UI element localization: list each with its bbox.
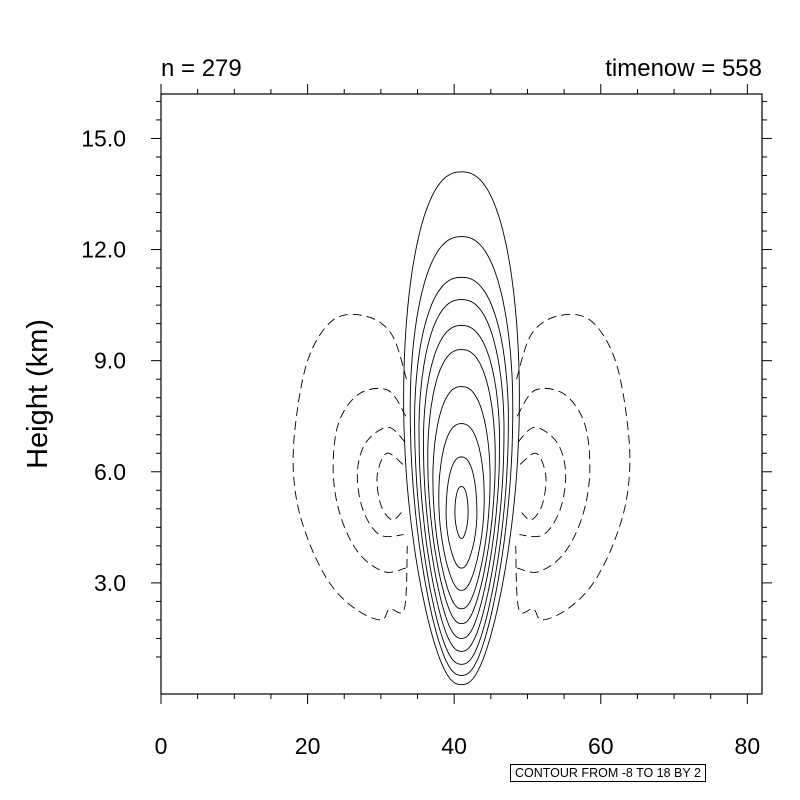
positive-contour-line bbox=[427, 349, 496, 625]
y-tick-label: 3.0 bbox=[94, 570, 126, 596]
plot-frame bbox=[160, 93, 763, 695]
positive-contour-line bbox=[438, 423, 485, 591]
positive-contour-line bbox=[454, 486, 469, 539]
negative-contour-line bbox=[515, 313, 631, 621]
x-tick-label: 80 bbox=[735, 733, 761, 759]
contour-lines bbox=[292, 171, 631, 686]
x-tick-label: 20 bbox=[295, 733, 321, 759]
y-tick-label: 9.0 bbox=[94, 348, 126, 374]
contour-info-box: CONTOUR FROM -8 TO 18 BY 2 bbox=[510, 764, 706, 782]
negative-contour-line bbox=[376, 452, 404, 521]
y-tick-label: 12.0 bbox=[81, 237, 126, 263]
positive-contour-line bbox=[418, 299, 505, 652]
positive-contour-line bbox=[414, 276, 509, 665]
negative-contour-line bbox=[519, 452, 547, 521]
negative-contour-line bbox=[517, 426, 567, 538]
positive-contour-line bbox=[432, 386, 491, 610]
y-tick-label: 15.0 bbox=[81, 125, 126, 151]
y-axis-label: Height (km) bbox=[22, 319, 54, 469]
positive-contour-line bbox=[409, 236, 514, 676]
x-tick-label: 60 bbox=[588, 733, 614, 759]
negative-contour-line bbox=[292, 313, 408, 621]
time-label: timenow = 558 bbox=[605, 55, 762, 82]
x-tick-label: 40 bbox=[441, 733, 467, 759]
negative-contour-line bbox=[356, 426, 406, 538]
x-tick-label: 0 bbox=[155, 733, 168, 759]
step-label: n = 279 bbox=[161, 55, 242, 82]
negative-contour-line bbox=[332, 387, 407, 573]
positive-contour-line bbox=[445, 456, 478, 569]
axes: 0 20 40 60 80 3.0 6.0 9.0 12.0 15.0 bbox=[81, 84, 772, 759]
y-tick-label: 6.0 bbox=[94, 459, 126, 485]
negative-contour-line bbox=[516, 387, 591, 573]
positive-contour-line bbox=[403, 171, 520, 686]
positive-contour-line bbox=[422, 325, 501, 639]
